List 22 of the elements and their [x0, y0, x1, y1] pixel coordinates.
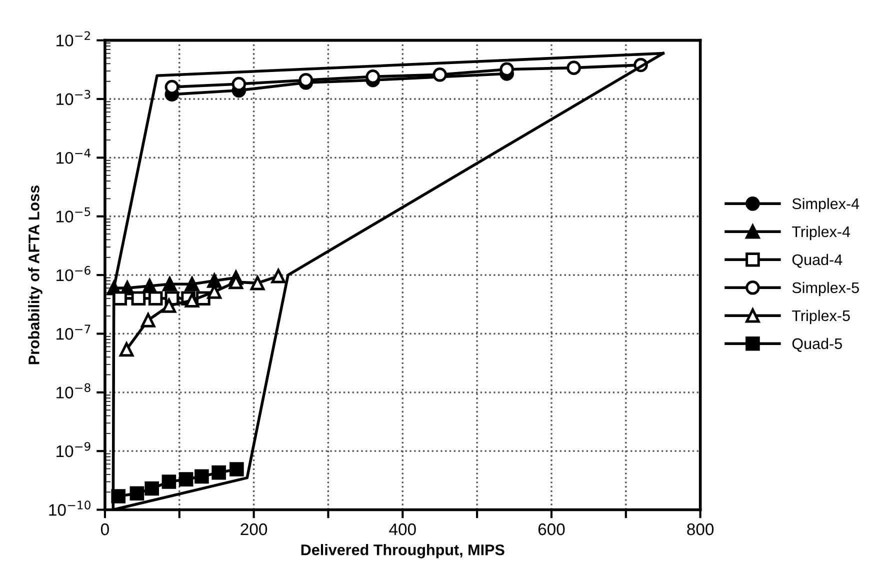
- y-tick-label: 10$^{−2}$: [56, 31, 90, 46]
- legend-label: Quad-5: [792, 338, 842, 352]
- x-tick-label: 0: [100, 523, 109, 536]
- y-tick-label: 10$^{−7}$: [56, 324, 90, 340]
- y-tick-label: 10$^{−10}$: [49, 500, 90, 516]
- x-tick-label: 200: [240, 523, 268, 536]
- y-axis-title: Probability of AFTA Loss: [28, 186, 42, 364]
- y-tick-label: 10$^{−9}$: [56, 442, 90, 458]
- legend-label: Triplex-4: [792, 226, 850, 240]
- y-tick-label: 10$^{−8}$: [56, 383, 90, 398]
- y-tick-label: 10$^{−6}$: [56, 266, 90, 282]
- y-tick-label: 10$^{−4}$: [56, 148, 91, 164]
- legend-label: Simplex-4: [792, 198, 860, 212]
- x-tick-label: 400: [389, 523, 416, 536]
- x-axis-title: Delivered Throughput, MIPS: [301, 544, 504, 558]
- y-tick-label: 10$^{−5}$: [56, 207, 90, 222]
- legend-label: Simplex-5: [792, 282, 859, 296]
- legend-label: Quad-4: [792, 254, 842, 268]
- x-tick-label: 800: [687, 523, 714, 536]
- y-tick-label: 10$^{−3}$: [56, 90, 90, 106]
- x-tick-label: 600: [538, 523, 565, 536]
- legend-label: Triplex-5: [792, 310, 850, 324]
